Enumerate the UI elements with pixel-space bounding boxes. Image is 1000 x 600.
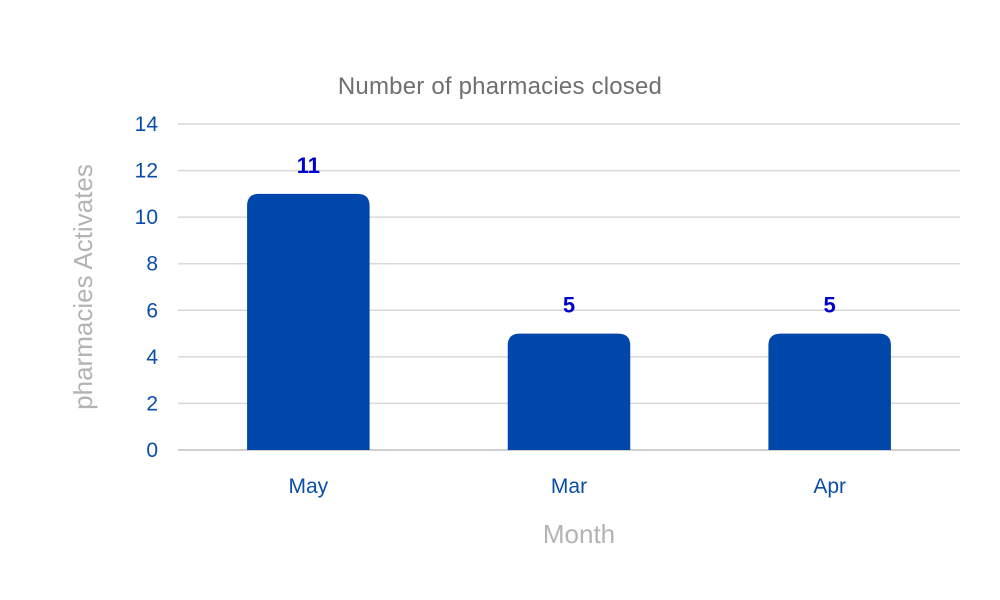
bars [247, 193, 891, 450]
x-tick-label-apr: Apr [813, 475, 846, 498]
y-tick-label: 0 [146, 439, 158, 462]
data-label-mar: 5 [563, 293, 575, 318]
y-tick-label: 8 [146, 253, 158, 276]
x-tick-label-may: May [288, 475, 328, 498]
chart-title: Number of pharmacies closed [338, 73, 662, 100]
data-labels: 11 5 5 [297, 153, 836, 318]
y-tick-label: 2 [146, 392, 158, 415]
data-label-apr: 5 [824, 293, 836, 318]
x-axis-tick-labels: May Mar Apr [288, 475, 846, 498]
bar-may [247, 193, 370, 450]
x-tick-label-mar: Mar [551, 475, 587, 498]
y-tick-label: 4 [146, 346, 158, 369]
y-tick-label: 6 [146, 299, 158, 322]
y-tick-label: 12 [135, 160, 158, 183]
y-tick-label: 14 [135, 113, 159, 136]
y-tick-label: 10 [135, 206, 158, 229]
y-axis-tick-labels: 0 2 4 6 8 10 12 14 [135, 113, 159, 462]
y-axis-title: pharmacies Activates [68, 164, 98, 410]
data-label-may: 11 [297, 153, 320, 178]
x-axis-title: Month [543, 519, 615, 549]
bar-mar [507, 333, 631, 450]
bar-apr [768, 333, 891, 450]
